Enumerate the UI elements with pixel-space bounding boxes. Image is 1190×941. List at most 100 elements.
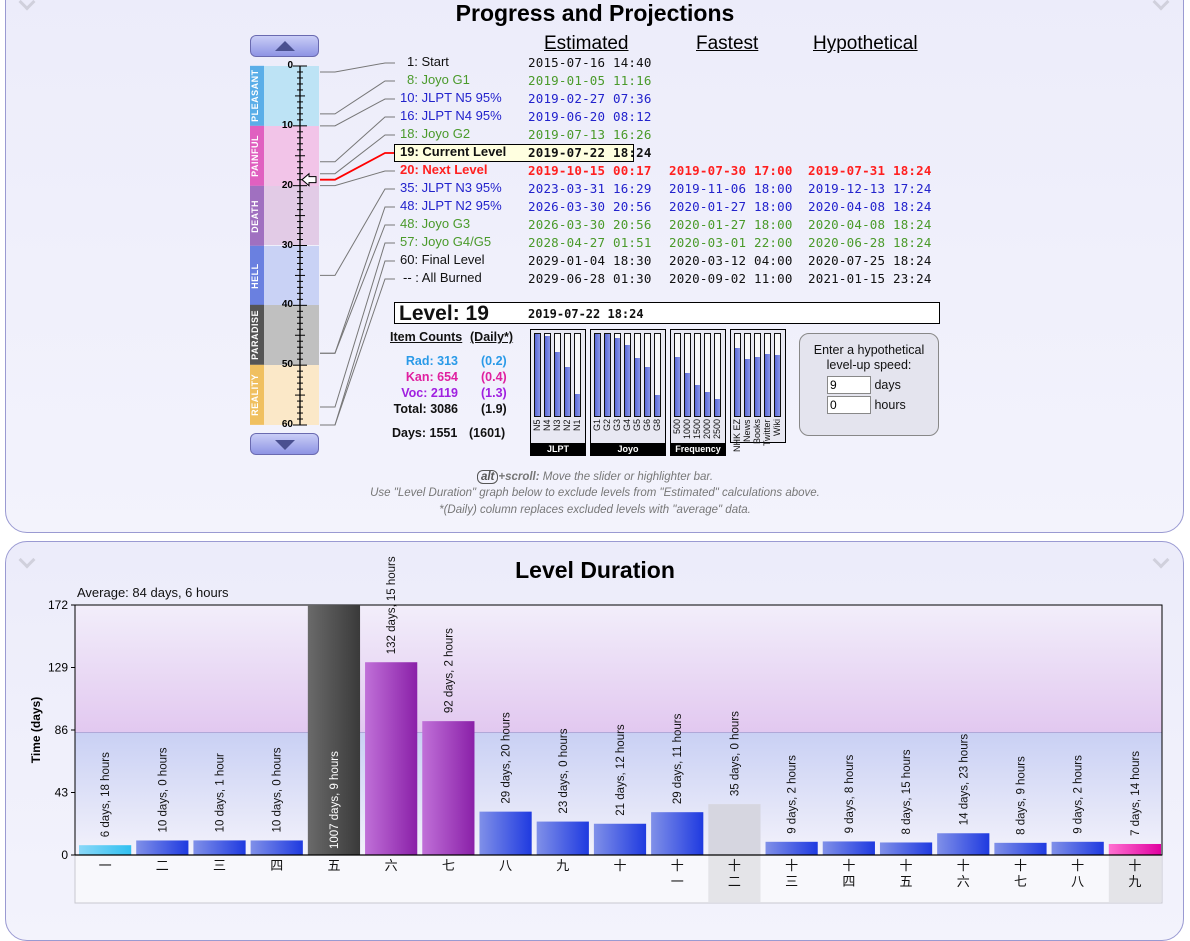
progress-title: Progress and Projections xyxy=(455,0,735,26)
x-category-label: 二 xyxy=(156,859,169,874)
milestone-label: 16: JLPT N4 95% xyxy=(400,108,502,123)
milestone-row[interactable]: 35: JLPT N3 95% 2023-03-31 16:29 2019-11-0… xyxy=(397,180,957,198)
milestone-row[interactable]: 57: Joyo G4/G5 2028-04-27 01:51 2020-03-01… xyxy=(397,234,957,252)
x-category-label: 十 xyxy=(613,859,626,874)
slider-down-button[interactable] xyxy=(250,433,319,455)
milestone-fastest-date: 2020-09-02 11:00 xyxy=(669,271,793,286)
days-daily: (1601) xyxy=(469,426,506,440)
milestone-label: 20: Next Level xyxy=(400,162,488,177)
slider-up-button[interactable] xyxy=(250,35,319,57)
duration-bar[interactable] xyxy=(651,812,704,855)
level-duration-chart[interactable]: 0 43 86 129 172 Time (days) Average: 84 days, … xyxy=(0,0,1190,906)
duration-bar[interactable] xyxy=(765,841,818,855)
slider-tick-label: 50 xyxy=(281,359,293,371)
mini-bar xyxy=(774,333,781,417)
y-tick-label: 0 xyxy=(61,848,68,862)
milestone-row[interactable]: 48: Joyo G3 2026-03-30 20:56 2020-01-27 18… xyxy=(397,216,957,234)
col-estimated: Estimated xyxy=(544,33,629,54)
level-label: Level: 19 xyxy=(399,302,489,325)
milestone-label: 48: Joyo G3 xyxy=(400,216,471,231)
mini-bar-fill xyxy=(625,344,630,416)
milestone-estimated-date: 2026-03-30 20:56 xyxy=(528,199,652,214)
mini-bar xyxy=(734,333,741,417)
milestone-row[interactable]: 1: Start 2015-07-16 14:40 xyxy=(397,54,957,72)
duration-bar-label: 29 days, 20 hours xyxy=(501,712,513,804)
milestone-label: 19: Current Level xyxy=(400,144,507,159)
highlighted-level-cell xyxy=(1108,855,1161,902)
duration-bar[interactable] xyxy=(193,840,246,855)
slider-band-pleasant: PLEASANT xyxy=(250,66,319,126)
arrow-down-icon xyxy=(275,440,295,450)
duration-bar[interactable] xyxy=(307,605,361,855)
milestone-hypothetical-date: 2021-01-15 23:24 xyxy=(808,271,932,286)
duration-bar[interactable] xyxy=(479,811,532,855)
duration-bar-label: 10 days, 0 hours xyxy=(157,747,169,832)
milestone-row[interactable]: -- : All Burned 2029-06-28 01:30 2020-09-0… xyxy=(397,270,957,288)
duration-bar[interactable] xyxy=(79,845,132,855)
col-fastest: Fastest xyxy=(696,33,759,54)
duration-bar-label: 8 days, 9 hours xyxy=(1015,756,1027,835)
duration-bar-label: 9 days, 2 hours xyxy=(787,755,799,834)
item-count-label: Total: 3086 xyxy=(393,402,458,416)
alt-key: alt xyxy=(476,470,499,484)
item-counts-header: Item Counts xyxy=(390,330,463,344)
duration-bar[interactable] xyxy=(1108,843,1161,855)
x-category-label: 十九 xyxy=(1128,859,1141,890)
duration-bar[interactable] xyxy=(250,840,303,855)
slider-band-reality: REALITY xyxy=(250,365,319,425)
average-label: Average: 84 days, 6 hours xyxy=(77,585,229,600)
milestone-estimated-date: 2019-01-05 11:16 xyxy=(528,73,652,88)
milestone-hypothetical-date: 2020-06-28 18:24 xyxy=(808,235,932,250)
mini-bar xyxy=(564,333,571,417)
duration-bar[interactable] xyxy=(136,840,189,855)
duration-bar-label: 9 days, 2 hours xyxy=(1073,755,1085,834)
milestone-label: 1: Start xyxy=(407,54,449,69)
milestone-label: 48: JLPT N2 95% xyxy=(400,198,502,213)
mini-bar-fill xyxy=(605,334,610,416)
mini-bar xyxy=(674,333,681,417)
mini-bar-fill xyxy=(575,393,580,416)
milestone-row[interactable]: 19: Current Level 2019-07-22 18:24 xyxy=(397,144,957,162)
duration-bar[interactable] xyxy=(422,721,475,855)
x-category-label: 六 xyxy=(385,859,398,874)
hours-unit: hours xyxy=(874,398,906,412)
mini-bar xyxy=(644,333,651,417)
duration-bar[interactable] xyxy=(994,842,1047,855)
days-input[interactable] xyxy=(827,376,871,394)
duration-bar-label: 29 days, 11 hours xyxy=(672,713,684,804)
days-label: Days: 1551 xyxy=(392,426,458,440)
duration-bar[interactable] xyxy=(822,841,875,855)
duration-title: Level Duration xyxy=(515,557,675,583)
mini-bar-fill xyxy=(565,366,570,416)
mini-bar-fill xyxy=(715,398,720,416)
milestone-row[interactable]: 18: Joyo G2 2019-07-13 16:26 xyxy=(397,126,957,144)
duration-bar[interactable] xyxy=(937,833,990,855)
duration-bar[interactable] xyxy=(879,842,933,855)
item-count-label: Rad: 313 xyxy=(405,354,458,368)
hours-input[interactable] xyxy=(827,396,871,414)
y-tick-label: 172 xyxy=(48,598,68,612)
mini-bar xyxy=(534,333,541,417)
duration-bar[interactable] xyxy=(593,823,647,855)
mini-bar xyxy=(544,333,551,417)
milestone-estimated-date: 2019-07-13 16:26 xyxy=(528,127,652,142)
duration-bar[interactable] xyxy=(536,821,589,855)
duration-bar[interactable] xyxy=(708,804,761,855)
milestone-row[interactable]: 60: Final Level 2029-01-04 18:30 2020-03-1… xyxy=(397,252,957,270)
mini-bar-fill xyxy=(555,352,560,416)
milestone-row[interactable]: 10: JLPT N5 95% 2019-02-27 07:36 xyxy=(397,90,957,108)
duration-bar-label: 10 days, 0 hours xyxy=(272,747,284,832)
duration-bar[interactable] xyxy=(365,662,418,855)
duration-bar-label: 35 days, 0 hours xyxy=(729,711,741,796)
mini-bar-fill xyxy=(775,355,780,416)
milestone-row[interactable]: 16: JLPT N4 95% 2019-06-20 08:12 xyxy=(397,108,957,126)
milestone-row[interactable]: 8: Joyo G1 2019-01-05 11:16 xyxy=(397,72,957,90)
hypothetical-prompt: Enter a hypothetical level-up speed: xyxy=(813,343,925,372)
milestone-row[interactable]: 20: Next Level 2019-10-15 00:17 2019-07-30… xyxy=(397,162,957,180)
help-line-1-text: Move the slider or highlighter bar. xyxy=(539,471,714,483)
duration-bar[interactable] xyxy=(1051,841,1104,855)
mini-bar-fill xyxy=(705,392,710,416)
mini-bar-fill xyxy=(615,338,620,416)
x-category-label: 十四 xyxy=(842,859,855,890)
milestone-row[interactable]: 48: JLPT N2 95% 2026-03-30 20:56 2020-01-2… xyxy=(397,198,957,216)
